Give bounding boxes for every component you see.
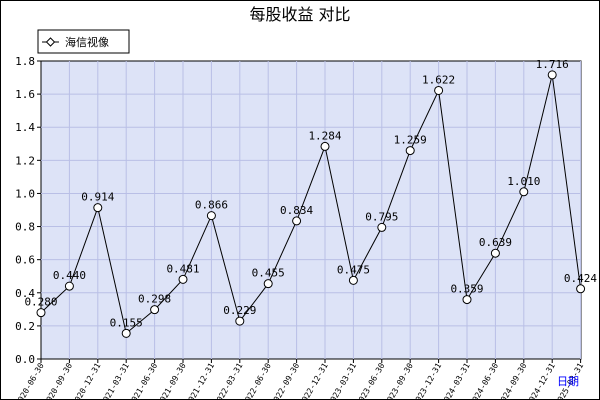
x-tick-label: 2024-06-30 xyxy=(468,361,500,399)
y-tick-label: 0.2 xyxy=(15,320,35,333)
y-tick-label: 1.0 xyxy=(15,187,35,200)
y-tick-label: 0.8 xyxy=(15,221,35,234)
data-label: 0.280 xyxy=(24,296,57,309)
data-point xyxy=(93,203,103,213)
data-label: 0.639 xyxy=(479,236,512,249)
legend-series-name: 海信视像 xyxy=(65,35,109,49)
data-point xyxy=(235,316,245,326)
data-label: 0.455 xyxy=(252,267,285,280)
data-label: 0.866 xyxy=(195,199,228,212)
x-tick-label: 2021-03-31 xyxy=(99,361,131,399)
y-tick-label: 0.4 xyxy=(15,287,35,300)
data-point xyxy=(263,279,273,289)
y-tick-label: 0.0 xyxy=(15,353,35,366)
x-tick-label: 2021-06-30 xyxy=(127,361,159,399)
data-label: 0.298 xyxy=(138,293,171,306)
y-tick-label: 0.6 xyxy=(15,254,35,267)
data-label: 0.359 xyxy=(450,283,483,296)
data-label: 0.155 xyxy=(110,316,143,329)
x-tick-label: 2021-12-31 xyxy=(184,361,216,399)
data-label: 0.834 xyxy=(280,204,313,217)
data-labels: 0.280 0.440 0.914 0.155 0.298 0.481 0.866 0.229… xyxy=(24,58,597,329)
data-label: 1.259 xyxy=(394,134,427,147)
y-axis-ticks: 0.0 0.2 0.4 0.6 0.8 1.0 1.2 1.4 1.6 1.8 xyxy=(15,55,41,366)
data-label: 0.229 xyxy=(223,304,256,317)
data-label: 0.481 xyxy=(166,262,199,275)
x-tick-label: 2020-12-31 xyxy=(71,361,103,399)
plot-area xyxy=(40,60,582,360)
data-point xyxy=(36,308,46,318)
y-tick-label: 1.8 xyxy=(15,55,35,68)
data-label: 1.284 xyxy=(308,129,341,142)
data-label: 1.010 xyxy=(507,175,540,188)
x-axis-ticks: 2020-06-302020-09-302020-12-312021-03-31… xyxy=(14,359,585,399)
x-tick-label: 2022-09-30 xyxy=(269,361,301,399)
x-tick-label: 2022-03-31 xyxy=(213,361,245,399)
data-point xyxy=(434,85,444,95)
data-point xyxy=(150,305,160,315)
data-point xyxy=(462,295,472,305)
data-label: 1.716 xyxy=(536,58,569,71)
x-tick-label: 2024-03-31 xyxy=(440,361,472,399)
series-line xyxy=(40,74,582,335)
legend: 海信视像 xyxy=(37,29,130,54)
data-point xyxy=(320,141,330,151)
x-tick-label: 2023-06-30 xyxy=(355,361,387,399)
x-tick-label: 2022-12-31 xyxy=(298,361,330,399)
x-tick-label: 2023-12-31 xyxy=(411,361,443,399)
x-tick-label: 2021-09-30 xyxy=(156,361,188,399)
chart-title: 每股收益 对比 xyxy=(249,5,350,24)
data-point xyxy=(576,284,586,294)
x-tick-label: 2023-03-31 xyxy=(326,361,358,399)
data-point xyxy=(64,281,74,291)
data-label: 0.440 xyxy=(53,269,86,282)
data-label: 0.424 xyxy=(564,272,597,285)
data-label: 0.914 xyxy=(81,191,114,204)
data-point xyxy=(292,216,302,226)
data-label: 0.795 xyxy=(365,210,398,223)
data-label: 1.622 xyxy=(422,73,455,86)
data-point xyxy=(377,222,387,232)
data-point xyxy=(519,187,529,197)
data-label: 0.475 xyxy=(337,263,370,276)
x-tick-label: 2022-06-30 xyxy=(241,361,273,399)
data-points xyxy=(36,70,586,338)
legend-marker-icon xyxy=(45,37,56,47)
x-tick-label: 2020-06-30 xyxy=(14,361,46,399)
data-point xyxy=(547,70,557,80)
data-point xyxy=(178,274,188,284)
legend-box xyxy=(37,29,130,54)
x-tick-label: 2024-12-31 xyxy=(525,361,557,399)
x-tick-label: 2023-09-30 xyxy=(383,361,415,399)
data-point xyxy=(348,275,358,285)
y-tick-label: 1.2 xyxy=(15,154,35,167)
x-tick-label: 2020-09-30 xyxy=(42,361,74,399)
x-tick-label: 2024-09-30 xyxy=(497,361,529,399)
data-point xyxy=(121,328,131,338)
y-tick-label: 1.4 xyxy=(15,121,35,134)
data-point xyxy=(206,211,216,221)
data-point xyxy=(405,146,415,156)
data-point xyxy=(490,248,500,258)
x-axis-title: 日期 xyxy=(557,375,579,388)
y-tick-label: 1.6 xyxy=(15,88,35,101)
